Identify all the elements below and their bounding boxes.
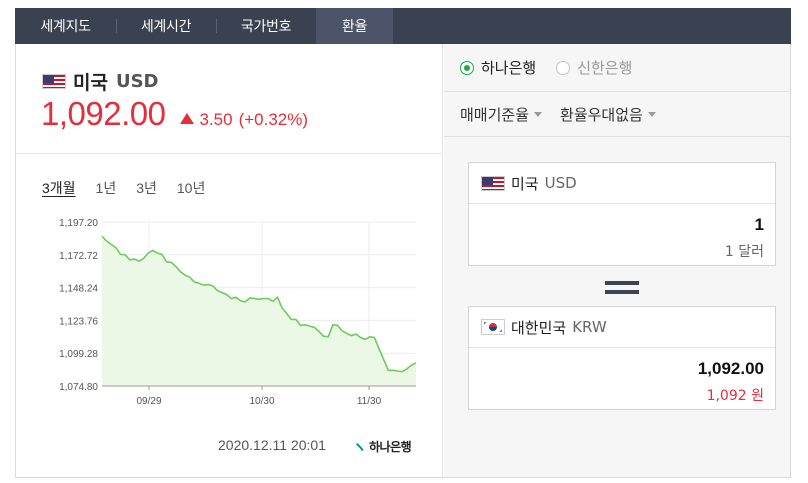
caret-down-icon [647,112,656,117]
kr-flag-icon [481,319,505,335]
y-tick-label: 1,172.72 [59,251,98,262]
dropdown-label: 매매기준율 [460,106,530,124]
bank-selector: 하나은행 신한은행 [444,44,790,92]
x-tick-label: 09/29 [136,396,161,407]
hana-bank-logo: ヽ 하나은행 [352,436,412,457]
update-datetime: 2020.12.11 20:01 [218,437,326,453]
current-rate: 1,092.00 [41,95,166,132]
x-tick-label: 11/30 [357,396,382,407]
caret-down-icon [534,112,543,117]
dropdown-label: 환율우대없음 [560,106,643,124]
bank-logo-text: 하나은행 [369,440,412,454]
us-flag-icon [42,74,66,89]
tab-2[interactable]: 국가번호 [216,8,316,44]
series-line [101,235,417,373]
to-currency-header[interactable]: 대한민국 KRW [469,307,775,348]
bank-radio-0[interactable]: 하나은행 [460,57,536,78]
from-currency-name: 미국 [511,174,539,193]
rate-row: 1,092.00 3.50 (+0.32%) [41,95,308,133]
from-currency-code: USD [544,174,577,192]
radio-button-icon[interactable] [460,60,474,75]
to-currency-box[interactable]: 대한민국 KRW 1,092.00 1,092 원 [468,306,776,410]
y-tick-label: 1,148.24 [59,284,98,295]
bank-label: 신한은행 [577,59,633,77]
radio-button-icon[interactable] [556,60,571,75]
up-arrow-icon [180,113,195,124]
rate-change-percent: (+0.32%) [238,110,309,129]
currency-code: USD [115,71,159,92]
period-selector: 3개월 1년 3년 10년 [42,178,225,198]
exchange-rate-widget: 미국 USD 1,092.00 3.50 (+0.32%) 3개월 1년 3년 10년… [15,44,791,478]
to-amount-text: 1,092 원 [706,388,764,404]
rate-change: 3.50 [199,110,233,129]
area-fill [102,236,416,386]
rate-filters: 매매기준율 환율우대없음 [444,93,790,137]
from-currency-box[interactable]: 미국 USD 1 1 달러 [468,162,776,266]
bank-radio-1[interactable]: 신한은행 [556,57,632,78]
y-tick-label: 1,099.28 [59,349,98,360]
tab-bar: 세계지도 세계시간 국가번호 환율 [15,8,791,44]
to-amount[interactable]: 1,092.00 [697,359,764,378]
period-option[interactable]: 3년 [136,180,157,196]
currency-row: 미국 USD [42,68,159,95]
filter-dropdown-0[interactable]: 매매기준율 [460,104,543,125]
from-amount-text: 1 달러 [724,244,764,260]
y-tick-label: 1,123.76 [59,316,98,327]
from-amount[interactable]: 1 [754,215,764,234]
to-amount-field[interactable]: 1,092.00 1,092 원 [469,348,775,409]
hana-logo-icon: ヽ [352,438,368,456]
period-option[interactable]: 1년 [95,180,117,196]
tab-1[interactable]: 세계시간 [116,8,216,44]
to-currency-name: 대한민국 [511,318,567,337]
from-amount-field[interactable]: 1 1 달러 [469,204,775,265]
period-option[interactable]: 3개월 [42,180,76,196]
equals-icon [605,281,639,299]
y-tick-label: 1,074.80 [59,382,98,393]
to-currency-code: KRW [572,318,607,336]
x-tick-label: 10/30 [249,396,274,407]
converter-panel: 하나은행 신한은행 매매기준율 환율우대없음 미국 USD 1 1 달러 대한민국 … [444,44,790,477]
tab-0[interactable]: 세계지도 [40,19,91,35]
rate-panel: 미국 USD 1,092.00 3.50 (+0.32%) 3개월 1년 3년 10년… [16,44,443,477]
us-flag-icon [481,175,505,191]
from-currency-header[interactable]: 미국 USD [469,163,775,204]
y-tick-label: 1,197.20 [59,218,98,229]
period-option[interactable]: 10년 [176,180,206,196]
rate-chart: 1,197.20 1,172.72 1,148.24 1,123.76 1,099.28… [59,218,417,407]
currency-name: 미국 [73,72,108,94]
rate-summary: 미국 USD 1,092.00 3.50 (+0.32%) [16,44,442,154]
tab-3[interactable]: 환율 [316,8,393,44]
filter-dropdown-1[interactable]: 환율우대없음 [560,104,656,125]
bank-label: 하나은행 [481,59,537,77]
